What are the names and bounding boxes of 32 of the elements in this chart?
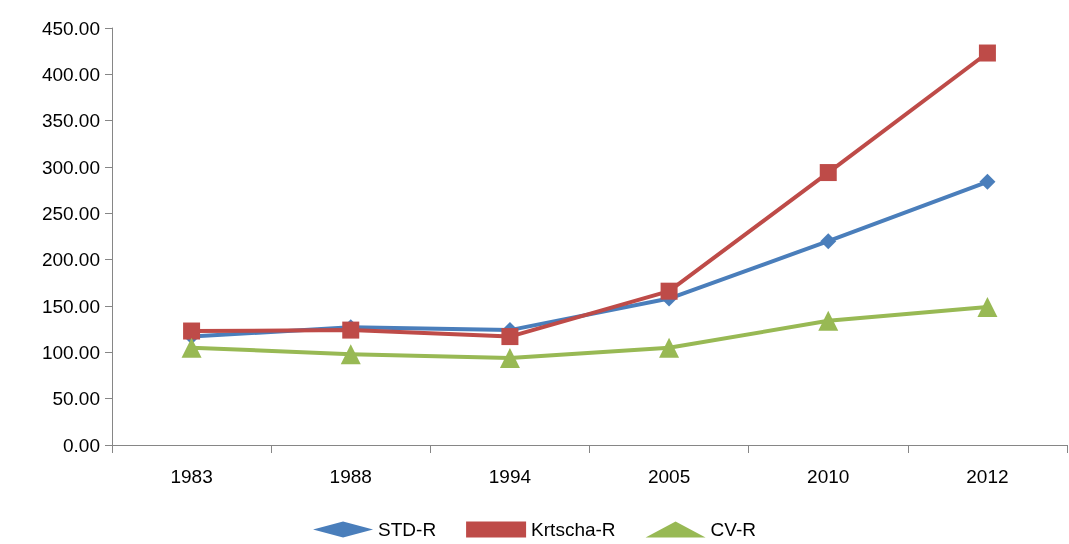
y-tick-label: 200.00 [41, 249, 100, 271]
x-tick-label: 1983 [170, 466, 213, 487]
x-tick-label: 1994 [488, 466, 532, 487]
legend-label: CV-R [710, 519, 756, 540]
point [501, 328, 519, 346]
x-tick-label: 1988 [329, 466, 372, 487]
y-tick-label: 150.00 [41, 295, 100, 317]
legend-label: STD-R [378, 519, 437, 540]
point [818, 310, 839, 331]
y-tick-label: 0.00 [63, 434, 100, 456]
y-tick-label: 100.00 [41, 341, 100, 363]
y-tick-label: 300.00 [41, 156, 100, 178]
y-tick-label: 50.00 [52, 388, 100, 410]
x-tick-label: 2012 [966, 466, 1009, 487]
point [819, 164, 837, 182]
point [499, 347, 520, 368]
x-tick-label: 2010 [807, 466, 850, 487]
y-tick-label: 450.00 [41, 17, 100, 39]
point [183, 322, 201, 340]
point [978, 44, 996, 62]
point [659, 337, 680, 358]
y-tick-label: 350.00 [41, 110, 100, 132]
point [660, 282, 678, 300]
point [181, 337, 202, 358]
y-tick-label: 250.00 [41, 202, 100, 224]
x-tick-label: 2005 [647, 466, 691, 487]
point [340, 344, 361, 365]
point [977, 296, 998, 317]
point [979, 173, 996, 190]
y-tick-label: 400.00 [41, 63, 100, 85]
point [820, 233, 837, 250]
legend-label: Krtscha-R [531, 519, 616, 540]
